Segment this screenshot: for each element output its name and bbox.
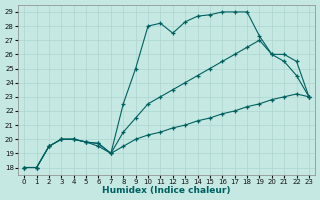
- X-axis label: Humidex (Indice chaleur): Humidex (Indice chaleur): [102, 186, 231, 195]
